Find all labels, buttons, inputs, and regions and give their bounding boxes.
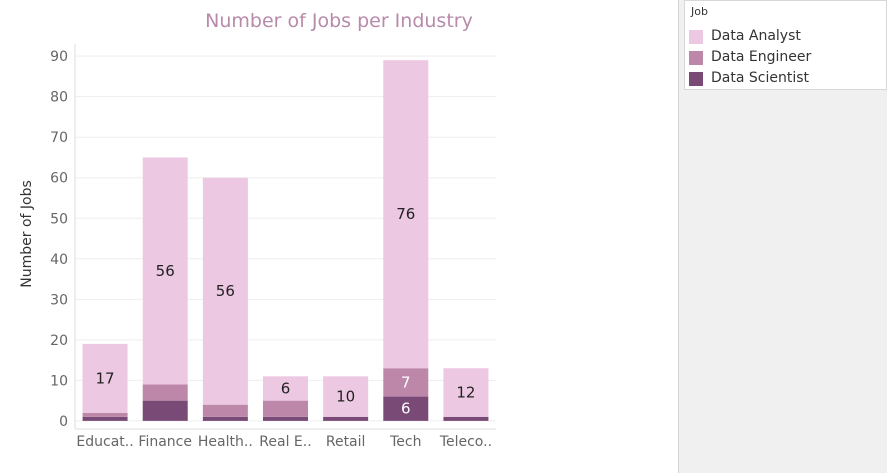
- bar-value-label: 56: [156, 262, 175, 280]
- y-tick-label: 50: [50, 211, 68, 227]
- bars: [82, 60, 489, 421]
- x-tick-label: Teleco..: [439, 434, 492, 450]
- x-tick-label: Finance: [138, 434, 192, 450]
- legend-item-data-engineer[interactable]: Data Engineer: [689, 48, 879, 68]
- legend-label: Data Scientist: [711, 70, 809, 86]
- bar-value-label: 10: [336, 388, 355, 406]
- bar-value-label: 56: [216, 282, 235, 300]
- bar-data-scientist: [443, 416, 489, 421]
- legend-item-data-scientist[interactable]: Data Scientist: [689, 69, 879, 89]
- bar-data-analyst: [142, 157, 188, 385]
- bar-data-analyst: [263, 376, 308, 401]
- x-tick-label: Health..: [198, 434, 253, 450]
- bar-data-scientist: [82, 416, 128, 421]
- bar-data-analyst: [202, 177, 248, 405]
- legend-title: Job: [691, 5, 708, 18]
- y-tick-label: 60: [50, 171, 68, 187]
- y-tick-label: 80: [50, 90, 68, 106]
- y-tick-label: 90: [50, 49, 68, 65]
- y-tick-label: 40: [50, 252, 68, 268]
- bar-data-analyst: [82, 343, 128, 413]
- bar-value-label: 76: [396, 205, 415, 223]
- x-tick-label: Retail: [326, 434, 366, 450]
- y-tick-label: 0: [59, 414, 68, 430]
- bar-data-scientist: [142, 400, 188, 421]
- bar-data-scientist: [202, 416, 248, 421]
- bar-value-label: 6: [401, 400, 411, 418]
- bar-data-scientist: [383, 396, 429, 421]
- bar-data-engineer: [263, 400, 308, 417]
- bar-data-analyst: [383, 60, 429, 369]
- bar-data-engineer: [82, 412, 128, 417]
- x-tick-label: Real E..: [259, 434, 311, 450]
- bar-chart: 0 10 20 30 40 50 60 70 80 90 Educat.. Finance Health…: [19, 44, 496, 450]
- legend-swatch: [689, 72, 703, 86]
- bar-value-label: 6: [281, 379, 291, 397]
- y-tick-label: 30: [50, 292, 68, 308]
- legend[interactable]: Job Data Analyst Data Engineer Data Scie…: [684, 0, 887, 90]
- legend-label: Data Analyst: [711, 28, 801, 44]
- bar-value-label: 7: [401, 373, 411, 391]
- y-tick-label: 10: [50, 373, 68, 389]
- gridlines: [75, 55, 496, 422]
- data-labels: 17 56 56 6 10 6 7 76 12: [96, 205, 476, 418]
- bar-data-analyst: [443, 368, 489, 417]
- y-axis-title: Number of Jobs: [19, 180, 35, 288]
- bar-data-scientist: [323, 416, 369, 421]
- legend-swatch: [689, 30, 703, 44]
- x-tick-label: Educat..: [76, 434, 133, 450]
- y-tick-label: 70: [50, 130, 68, 146]
- y-tick-label: 20: [50, 333, 68, 349]
- legend-swatch: [689, 51, 703, 65]
- bar-data-engineer: [202, 404, 248, 417]
- bar-data-engineer: [383, 368, 429, 397]
- x-tick-label: Tech: [389, 434, 421, 450]
- bar-data-analyst: [323, 376, 369, 417]
- bar-value-label: 17: [96, 369, 115, 387]
- legend-item-data-analyst[interactable]: Data Analyst: [689, 27, 879, 47]
- bar-data-engineer: [142, 384, 188, 401]
- legend-label: Data Engineer: [711, 49, 812, 65]
- axes: 0 10 20 30 40 50 60 70 80 90 Educat.. Finance Health…: [50, 44, 496, 450]
- bar-data-scientist: [263, 416, 308, 421]
- chart-title: Number of Jobs per Industry: [205, 10, 473, 32]
- bar-value-label: 12: [456, 384, 475, 402]
